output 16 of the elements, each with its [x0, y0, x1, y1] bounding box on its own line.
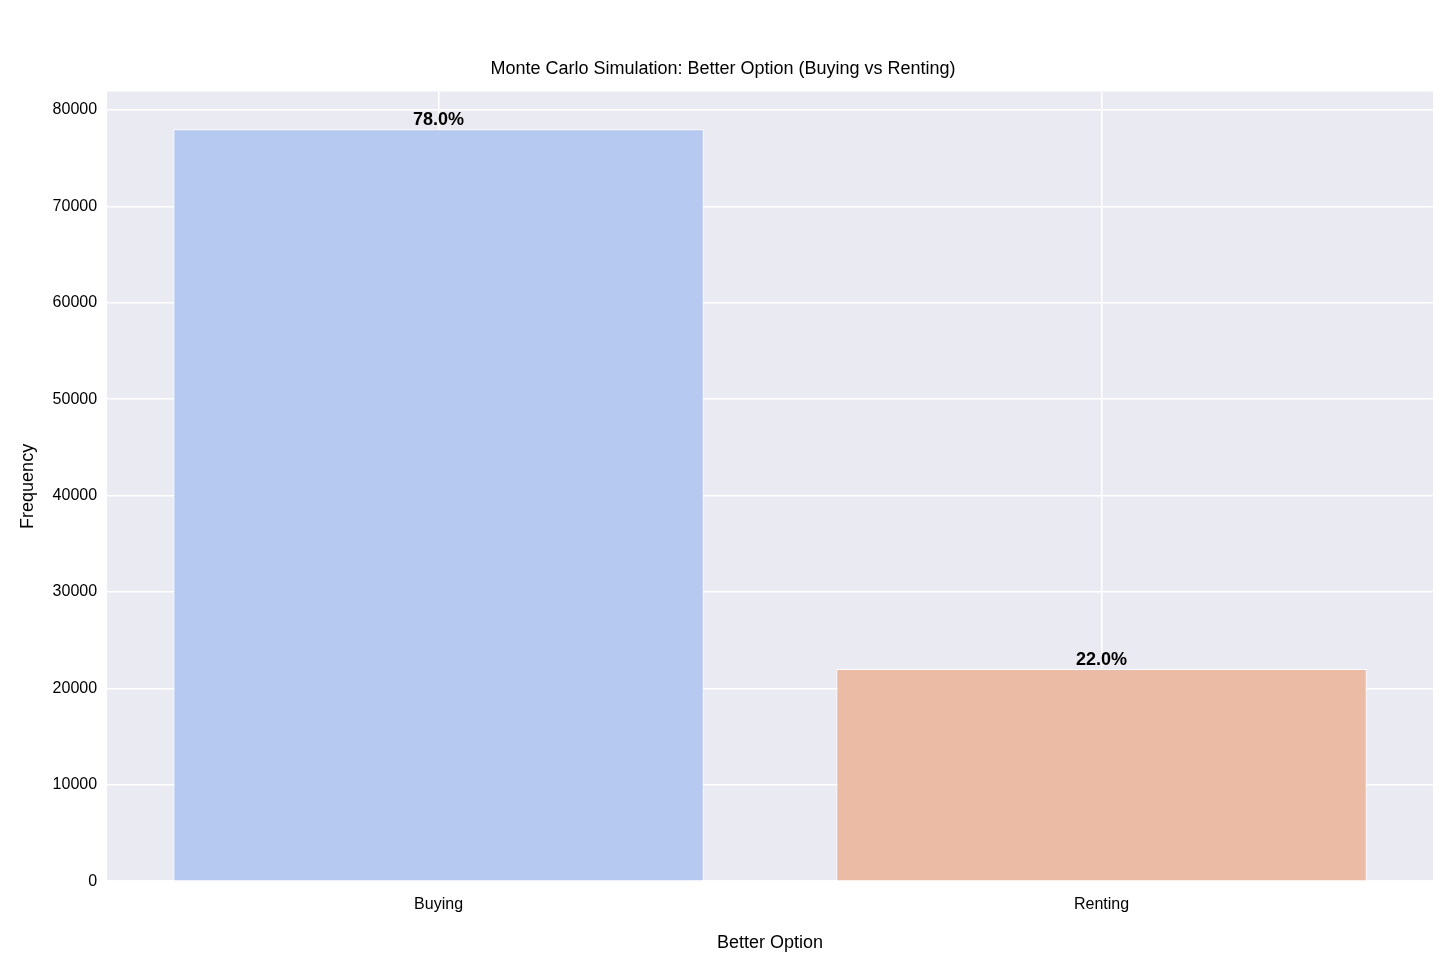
y-tick-label: 10000: [52, 775, 98, 793]
y-tick-label: 30000: [52, 582, 98, 600]
x-tick-label: Buying: [414, 895, 464, 913]
annotation: 22.0%: [1076, 649, 1128, 670]
y-tick-label: 40000: [52, 485, 98, 503]
y-tick-label: 60000: [52, 293, 98, 311]
x-axis-title: Better Option: [717, 932, 824, 953]
chart-title: Monte Carlo Simulation: Better Option (Buying vs Renting): [490, 57, 956, 78]
y-tick-label: 50000: [52, 389, 98, 407]
x-tick-label: Renting: [1073, 895, 1130, 913]
y-tick-label: 70000: [52, 196, 98, 214]
y-axis-title: Frequency: [16, 443, 37, 529]
y-tick-label: 0: [88, 871, 98, 889]
annotation: 78.0%: [413, 109, 465, 130]
y-tick-label: 80000: [52, 100, 98, 118]
y-tick-label: 20000: [52, 678, 98, 696]
